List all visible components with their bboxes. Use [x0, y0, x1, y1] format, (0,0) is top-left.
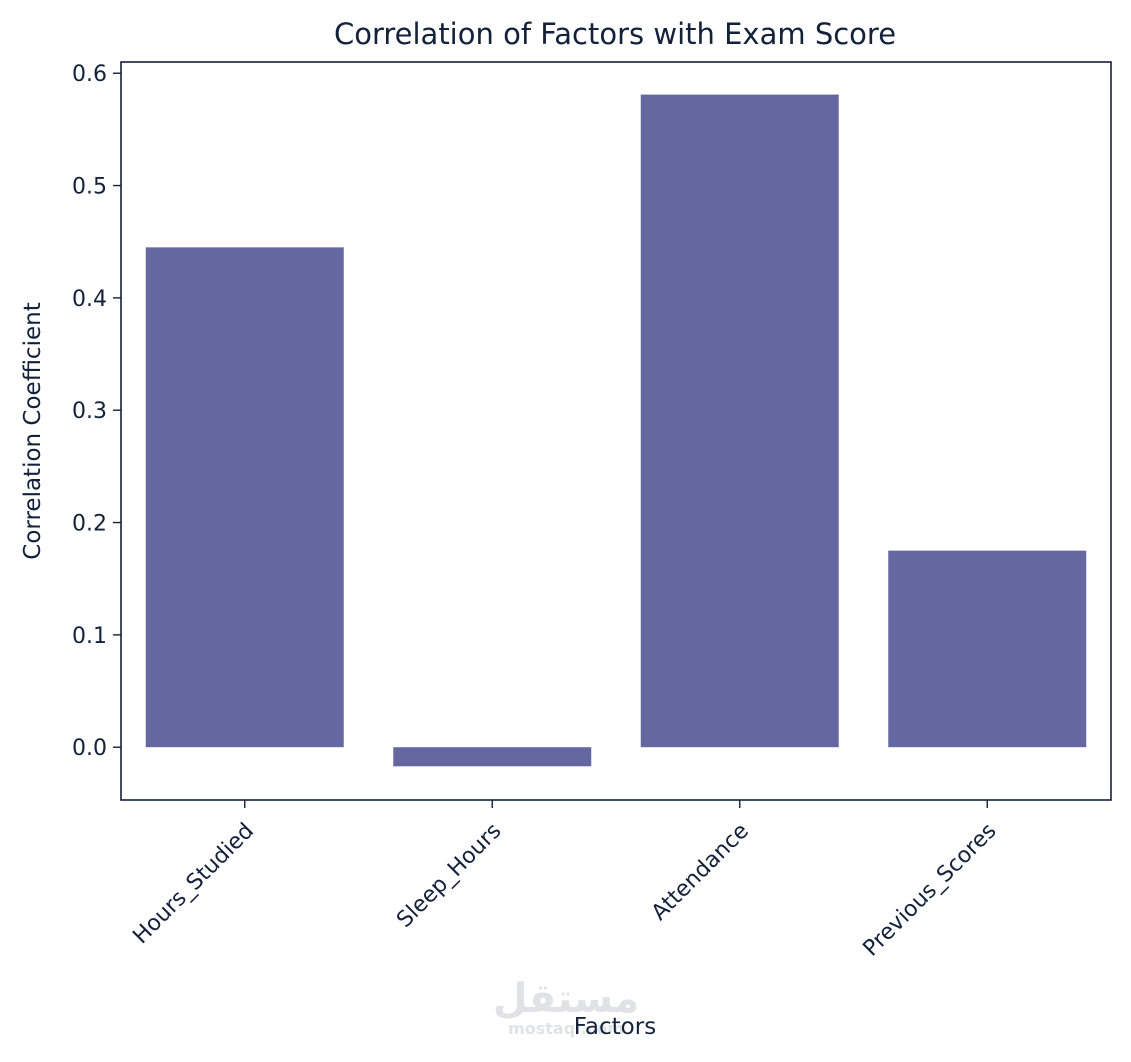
- watermark: مستقل mostaql.com: [493, 976, 639, 1038]
- y-axis-title: Correlation Coefficient: [20, 302, 46, 559]
- x-tick-label: Hours_Studied: [128, 819, 259, 950]
- y-tick-label: 0.0: [72, 736, 107, 761]
- bars: [145, 94, 1087, 767]
- x-axis-title: Factors: [574, 1014, 656, 1040]
- bar-previous-scores: [888, 550, 1087, 748]
- y-tick-label: 0.6: [72, 62, 107, 87]
- watermark-latin: mostaql.com: [508, 1019, 624, 1038]
- y-tick-label: 0.2: [72, 512, 107, 537]
- y-tick-label: 0.1: [72, 624, 107, 649]
- chart-title: Correlation of Factors with Exam Score: [334, 17, 896, 51]
- x-tick-label: Previous_Scores: [859, 819, 1002, 962]
- y-tick-label: 0.3: [72, 399, 107, 424]
- plot-frame: [120, 61, 1112, 801]
- x-axis: Hours_Studied Sleep_Hours Attendance Previo…: [128, 800, 1001, 961]
- x-tick-label: Attendance: [647, 819, 754, 926]
- watermark-arabic: مستقل: [493, 976, 639, 1022]
- x-tick-label: Sleep_Hours: [392, 819, 506, 933]
- y-tick-label: 0.4: [72, 287, 107, 312]
- bar-hours-studied: [145, 247, 344, 748]
- y-axis: 0.0 0.1 0.2 0.3 0.4 0.5 0.6: [72, 62, 121, 761]
- y-tick-label: 0.5: [72, 175, 107, 200]
- bar-attendance: [640, 94, 839, 748]
- bar-sleep-hours: [393, 747, 592, 767]
